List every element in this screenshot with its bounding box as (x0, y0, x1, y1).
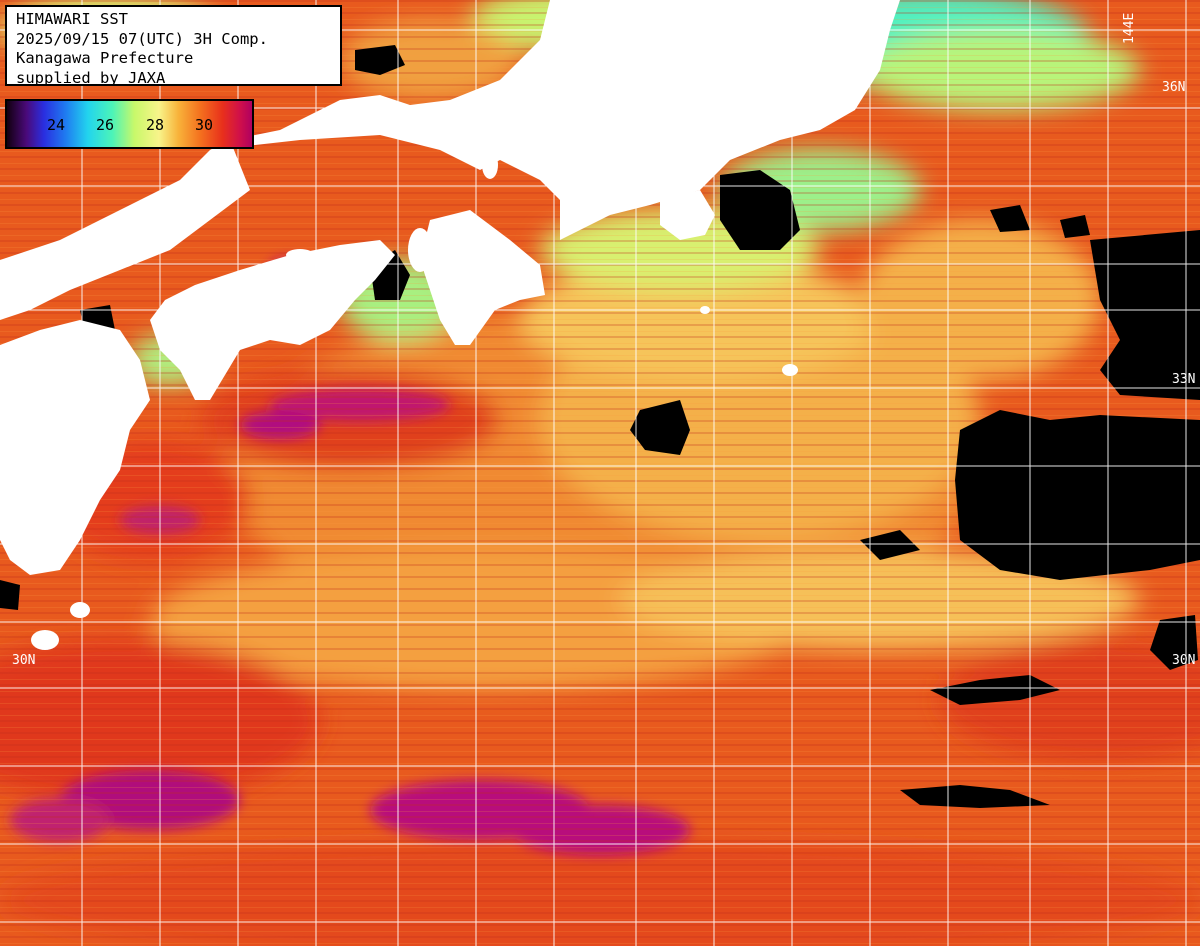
colorbar-tick-30: 30 (195, 116, 214, 134)
map-credit: supplied by JAXA (16, 68, 166, 87)
land-izu (660, 190, 715, 240)
land-honshu (210, 0, 900, 240)
land-chugoku (0, 140, 250, 320)
land-masses (0, 0, 900, 650)
lon-label-144e: 144E (1122, 12, 1137, 44)
map-region: Kanagawa Prefecture (16, 49, 194, 67)
lat-label-30n-left: 30N (12, 653, 36, 668)
info-box: HIMAWARI SST 2025/09/15 07(UTC) 3H Comp.… (5, 5, 342, 87)
land-shikoku (150, 240, 395, 400)
lat-label-30n-right: 30N (1172, 653, 1196, 668)
map-timestamp: 2025/09/15 07(UTC) 3H Comp. (16, 29, 268, 48)
colorbar-tick-28: 28 (146, 116, 165, 134)
land-kyushu (0, 320, 150, 575)
lat-label-36n: 36N (1162, 80, 1186, 95)
lat-label-33n: 33N (1172, 372, 1196, 387)
colorbar-tick-26: 26 (96, 116, 115, 134)
map-title: HIMAWARI SST (16, 10, 128, 28)
temperature-colorbar: 24 26 28 30 (5, 99, 254, 149)
colorbar-tick-24: 24 (47, 116, 66, 134)
land-kii (420, 210, 545, 345)
